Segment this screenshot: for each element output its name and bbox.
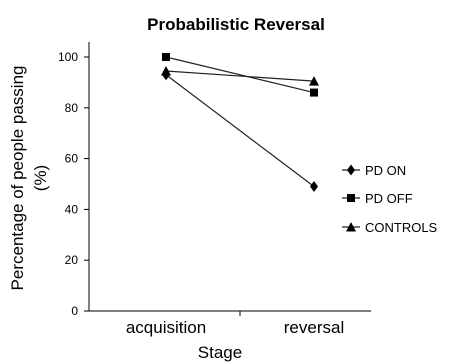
y-ticks: 0 20 40 60 80 100: [58, 50, 89, 318]
x-category-label: reversal: [284, 318, 344, 337]
y-tick-label: 60: [65, 152, 79, 166]
legend-marker-pd-off: [347, 194, 355, 202]
y-tick-label: 40: [65, 202, 79, 216]
y-axis-title-line1: Percentage of people passing: [8, 66, 27, 291]
data-point-pd-off: [310, 88, 318, 97]
data-point-controls: [161, 65, 171, 76]
x-categories: acquisition reversal: [126, 311, 344, 337]
legend-label-pd-on: PD ON: [365, 163, 406, 178]
data-point-controls: [309, 76, 319, 86]
legend-label-pd-off: PD OFF: [365, 191, 413, 206]
y-tick-label: 20: [65, 253, 79, 267]
x-category-label: acquisition: [126, 318, 206, 337]
series-line-pd-off: [165, 56, 315, 94]
y-tick-label: 0: [71, 304, 78, 318]
legend-marker-controls: [346, 222, 356, 232]
y-tick-label: 80: [65, 101, 79, 115]
data-point-pd-off: [162, 53, 170, 61]
chart-title: Probabilistic Reversal: [147, 15, 325, 34]
data-point-pd-on: [310, 181, 318, 193]
series-group: [161, 53, 319, 193]
y-axis-title-line2: (%): [31, 165, 50, 191]
series-line-controls: [165, 70, 315, 82]
y-tick-label: 100: [58, 50, 78, 64]
legend-marker-pd-on: [347, 164, 355, 176]
series-line-pd-on: [165, 74, 315, 188]
y-axis-title: Percentage of people passing (%): [8, 66, 50, 291]
x-axis-title: Stage: [198, 343, 242, 362]
legend: PD ON PD OFF CONTROLS: [342, 163, 438, 235]
legend-label-controls: CONTROLS: [365, 220, 438, 235]
